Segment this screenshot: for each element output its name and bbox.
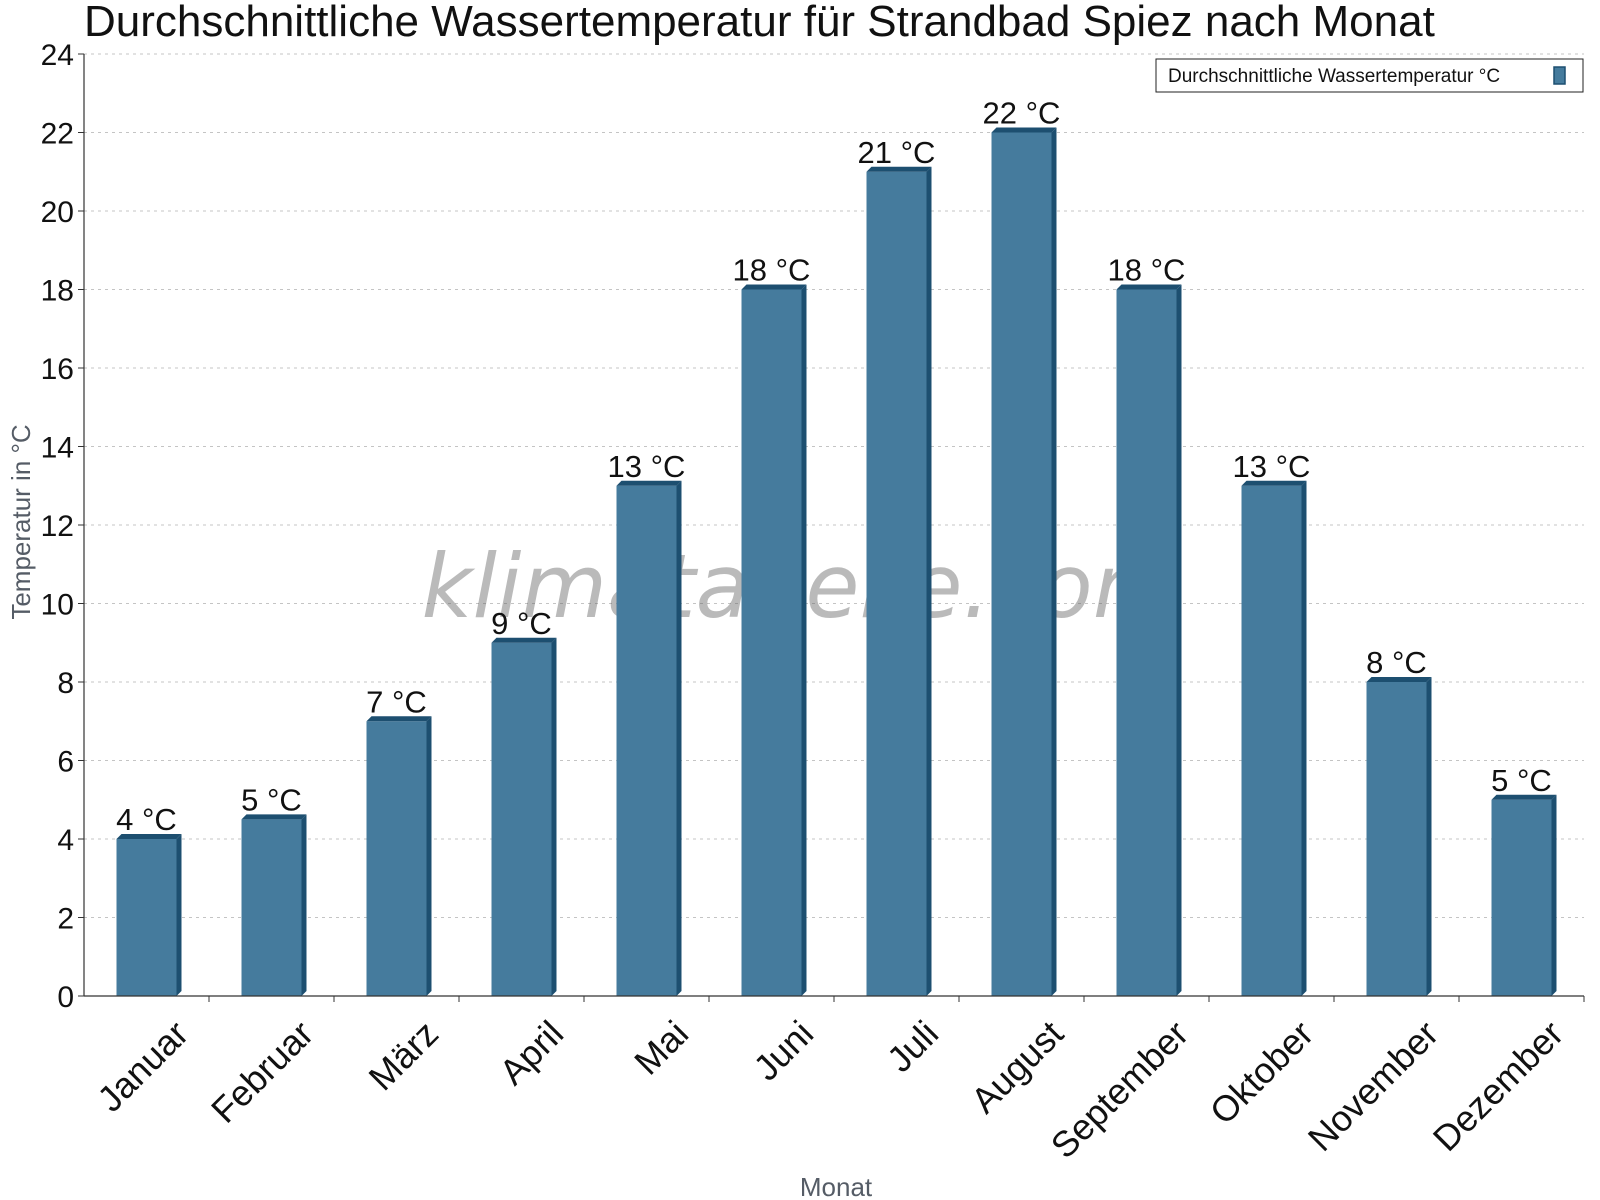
x-tick-label: März — [361, 1013, 447, 1099]
bar-side — [926, 166, 932, 996]
data-label: 5 °C — [1491, 763, 1552, 798]
bar-top — [741, 284, 807, 290]
y-tick-label: 24 — [41, 39, 74, 72]
bar — [1366, 677, 1432, 996]
x-axis-title: Monat — [800, 1172, 873, 1200]
bar-top — [1491, 794, 1557, 800]
x-tick-label: August — [963, 1013, 1071, 1121]
bar-face — [1116, 289, 1177, 996]
data-label: 9 °C — [491, 606, 552, 641]
x-tick-label: Dezember — [1425, 1013, 1571, 1159]
bar — [241, 814, 307, 996]
bar-side — [1301, 480, 1307, 996]
x-tick-label: September — [1043, 1013, 1197, 1167]
bar-side — [1426, 677, 1432, 996]
bar-top — [1116, 284, 1182, 290]
y-tick-label: 12 — [41, 510, 74, 543]
y-tick-label: 0 — [57, 981, 74, 1014]
bar-face — [866, 171, 927, 996]
data-label: 18 °C — [1108, 253, 1186, 288]
data-label: 5 °C — [241, 782, 302, 817]
x-tick-label: Februar — [203, 1013, 321, 1131]
y-tick-label: 10 — [41, 589, 74, 622]
legend: Durchschnittliche Wassertemperatur °C — [1155, 58, 1584, 93]
x-tick-label: Oktober — [1202, 1013, 1322, 1133]
bar-side — [1176, 284, 1182, 996]
x-tick-label: April — [491, 1013, 571, 1093]
x-tick-label: November — [1300, 1013, 1446, 1159]
bar-series: 4 °C 5 °C 7 °C 9 °C 13 °C 18 °C 21 °C 22 °C 18 °… — [116, 96, 1557, 996]
data-label: 7 °C — [366, 684, 427, 719]
x-tick-label: Mai — [626, 1013, 696, 1083]
bar — [1116, 284, 1182, 996]
x-tick-label: Juni — [745, 1013, 821, 1089]
bar — [741, 284, 807, 996]
y-axis-title: Temperatur in °C — [6, 424, 36, 619]
legend-box — [1155, 58, 1584, 93]
bar-top — [1241, 480, 1307, 486]
bar-side — [301, 814, 307, 996]
y-tick-label: 14 — [41, 432, 74, 465]
bar-side — [1551, 794, 1557, 996]
chart-title: Durchschnittliche Wassertemperatur für S… — [84, 0, 1435, 46]
bar-top — [991, 127, 1057, 133]
y-tick-label: 4 — [57, 824, 74, 857]
bar-face — [491, 642, 552, 996]
data-label: 13 °C — [608, 449, 686, 484]
data-label: 4 °C — [116, 802, 177, 837]
bar-side — [676, 480, 682, 996]
legend-label: Durchschnittliche Wassertemperatur °C — [1168, 66, 1500, 87]
bar-side — [551, 637, 557, 996]
bar — [116, 834, 182, 996]
bar-side — [801, 284, 807, 996]
bar — [991, 127, 1057, 996]
bar-face — [1241, 485, 1302, 996]
bar-top — [241, 814, 307, 820]
bar — [866, 166, 932, 996]
bar — [491, 637, 557, 996]
bar-top — [1366, 677, 1432, 682]
x-tick-label: Juli — [879, 1013, 946, 1080]
bar — [1241, 480, 1307, 996]
bar-face — [116, 839, 177, 996]
y-tick-label: 18 — [41, 275, 74, 308]
x-tick-label: Januar — [89, 1013, 196, 1120]
bar-face — [1491, 799, 1552, 996]
data-label: 8 °C — [1366, 645, 1427, 680]
bar-top — [366, 716, 432, 722]
legend-swatch — [1553, 66, 1566, 85]
y-tick-label: 2 — [57, 903, 74, 936]
data-label: 22 °C — [983, 96, 1061, 131]
bar-face — [741, 289, 802, 996]
data-label: 13 °C — [1233, 449, 1311, 484]
bar-face — [616, 485, 677, 996]
bar-top — [116, 834, 182, 839]
bar-top — [866, 166, 932, 172]
bar-face — [1366, 682, 1427, 996]
bar-top — [491, 637, 557, 643]
y-tick-label: 8 — [57, 667, 74, 700]
bar-top — [616, 480, 682, 486]
y-tick-label: 6 — [57, 746, 74, 779]
bar — [616, 480, 682, 996]
bar — [366, 716, 432, 996]
bar — [1491, 794, 1557, 996]
bar-face — [991, 132, 1052, 996]
data-label: 21 °C — [858, 135, 936, 170]
bar-side — [176, 834, 182, 996]
bar-side — [1051, 127, 1057, 996]
x-axis-ticks: Januar Februar März April Mai Juni Juli AugustS… — [89, 996, 1585, 1167]
y-tick-label: 16 — [41, 353, 74, 386]
y-tick-label: 22 — [41, 118, 74, 151]
data-label: 18 °C — [733, 253, 811, 288]
bar-side — [426, 716, 432, 996]
bar-face — [366, 721, 427, 996]
bar-face — [241, 819, 302, 996]
y-tick-label: 20 — [41, 196, 74, 229]
grid-lines — [84, 53, 1584, 918]
